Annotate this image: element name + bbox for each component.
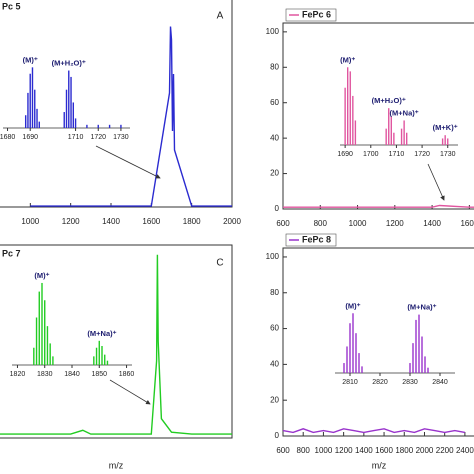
x-tick-label: 1400 xyxy=(355,446,373,455)
x-tick-label: 2000 xyxy=(416,446,434,455)
x-tick-label: 2400 xyxy=(456,446,474,455)
x-tick-label: 2200 xyxy=(436,446,454,455)
x-tick-label: 1000 xyxy=(315,446,333,455)
arrows xyxy=(95,145,445,405)
y-tick-label: 100 xyxy=(266,27,280,36)
y-tick-label: 40 xyxy=(270,359,279,368)
x-tick-label: 1200 xyxy=(62,217,80,226)
inset-x-tick-label: 1710 xyxy=(68,134,84,141)
x-axis-title: m/z xyxy=(372,460,387,470)
inset-x-tick-label: 2820 xyxy=(372,379,388,386)
inset-x-tick-label: 1690 xyxy=(337,151,353,158)
y-tick-label: 60 xyxy=(270,98,279,107)
x-tick-label: 600 xyxy=(276,446,290,455)
peak-annotation: (M+Na)⁺ xyxy=(390,108,419,117)
y-tick-label: 20 xyxy=(270,395,279,404)
panel-letter: C xyxy=(216,258,223,269)
peak-annotation: (M)⁺ xyxy=(345,301,360,310)
inset-x-tick-label: 2840 xyxy=(432,379,448,386)
arrow xyxy=(427,163,445,201)
inset-x-tick-label: 1730 xyxy=(440,151,456,158)
y-tick-label: 0 xyxy=(275,431,280,440)
peak-annotation: (M)⁺ xyxy=(34,271,49,280)
legend-label: FePc 8 xyxy=(302,234,331,244)
y-tick-label: 80 xyxy=(270,62,279,71)
x-tick-label: 1600 xyxy=(142,217,160,226)
spectrum-line xyxy=(283,204,474,208)
x-tick-label: 1800 xyxy=(395,446,413,455)
x-tick-label: 600 xyxy=(276,219,290,228)
inset-x-tick-label: 1860 xyxy=(119,371,135,378)
panel-title: Pc 5 xyxy=(2,1,21,11)
y-tick-label: 0 xyxy=(275,204,280,213)
inset-x-tick-label: 1720 xyxy=(414,151,430,158)
panel-letter: A xyxy=(217,11,224,22)
x-tick-label: 800 xyxy=(314,219,328,228)
panel-title: Pc 7 xyxy=(2,248,21,258)
x-tick-label: 1800 xyxy=(183,217,201,226)
inset-x-tick-label: 1680 xyxy=(0,134,15,141)
inset-bg xyxy=(335,300,455,373)
plot-frame xyxy=(282,247,474,437)
x-tick-label: 1000 xyxy=(349,219,367,228)
x-tick-label: 1400 xyxy=(423,219,441,228)
legend-box xyxy=(285,8,337,22)
plot-frame xyxy=(0,244,233,439)
inset-x-tick-label: 1840 xyxy=(64,371,80,378)
x-tick-label: 1200 xyxy=(386,219,404,228)
spectrum-line xyxy=(282,428,466,434)
x-tick-label: 1200 xyxy=(335,446,353,455)
arrow xyxy=(109,379,151,405)
x-tick-label: 1600 xyxy=(375,446,393,455)
inset-x-tick-label: 1850 xyxy=(91,371,107,378)
inset-x-tick-label: 2830 xyxy=(402,379,418,386)
inset-x-tick-label: 1700 xyxy=(363,151,379,158)
legend-box xyxy=(285,233,337,247)
peak-annotation: (M+Na)⁺ xyxy=(407,303,436,312)
plot-frame xyxy=(282,22,474,210)
spectrum-line xyxy=(30,26,232,207)
x-tick-label: 1600 xyxy=(460,219,474,228)
inset-x-tick-label: 2810 xyxy=(342,379,358,386)
x-tick-label: 1000 xyxy=(21,217,39,226)
inset-x-tick-label: 1830 xyxy=(37,371,53,378)
x-tick-label: 1400 xyxy=(102,217,120,226)
peak-annotation: (M+H₂O)⁺ xyxy=(372,96,406,105)
y-tick-label: 20 xyxy=(270,169,279,178)
peak-annotation: (M+Na)⁺ xyxy=(87,329,116,338)
peak-annotation: (M+K)⁺ xyxy=(433,123,458,132)
arrow xyxy=(95,145,161,179)
spectrum-line xyxy=(0,254,232,435)
x-axis-title: m/z xyxy=(109,460,124,470)
peak-annotation: (M)⁺ xyxy=(23,55,38,64)
legend-label: FePc 6 xyxy=(302,9,331,19)
y-tick-label: 80 xyxy=(270,288,279,297)
inset-x-tick-label: 1690 xyxy=(22,134,38,141)
inset-x-tick-label: 1820 xyxy=(10,371,26,378)
y-tick-label: 40 xyxy=(270,133,279,142)
x-tick-label: 2000 xyxy=(223,217,241,226)
inset-x-tick-label: 1710 xyxy=(389,151,405,158)
inset-x-tick-label: 1730 xyxy=(113,134,129,141)
peak-annotation: (M)⁺ xyxy=(340,55,355,64)
inset-bg xyxy=(340,55,458,145)
peak-annotation: (M+H₂O)⁺ xyxy=(52,59,86,68)
y-tick-label: 60 xyxy=(270,324,279,333)
inset-x-tick-label: 1720 xyxy=(90,134,106,141)
x-tick-label: 800 xyxy=(297,446,311,455)
y-tick-label: 100 xyxy=(266,252,280,261)
inset-bg xyxy=(12,270,132,365)
